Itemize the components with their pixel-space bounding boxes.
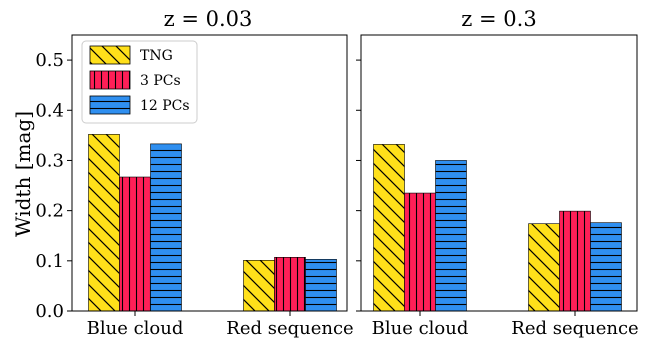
panel-left: z = 0.03 0.0 0.1 0.2 0.3 0.4 0.5 Blue cloud Re… xyxy=(35,7,353,338)
panel-right-title: z = 0.3 xyxy=(461,7,536,31)
y-tick-label: 0.3 xyxy=(35,150,64,171)
y-tick-label: 0.5 xyxy=(35,50,64,71)
bar-12pcs-blue-cloud xyxy=(150,143,182,312)
panel-right: z = 0.3 Blue cloud Red sequence xyxy=(356,7,639,338)
bar-tng-red-sequence xyxy=(528,223,560,312)
panel-left-title: z = 0.03 xyxy=(164,7,253,31)
bar-3pcs-blue-cloud xyxy=(119,176,151,312)
x-tick-label: Blue cloud xyxy=(372,318,469,338)
x-tick-label: Red sequence xyxy=(511,318,638,338)
legend-label-12pcs: 12 PCs xyxy=(140,98,190,114)
legend-swatch-tng xyxy=(89,45,131,65)
legend: TNG 3 PCs 12 PCs xyxy=(81,40,198,124)
bar-tng-blue-cloud xyxy=(373,144,405,312)
panel-right-yticks xyxy=(356,59,361,312)
legend-swatch-3pcs xyxy=(89,70,131,90)
legend-label-tng: TNG xyxy=(140,48,173,64)
y-tick-label: 0.0 xyxy=(35,301,64,322)
bar-tng-blue-cloud xyxy=(88,134,120,312)
y-tick-label: 0.2 xyxy=(35,201,64,222)
x-tick-label: Red sequence xyxy=(226,318,353,338)
panel-right-frame xyxy=(360,34,638,312)
bar-12pcs-red-sequence xyxy=(305,259,337,312)
y-tick-label: 0.4 xyxy=(35,100,64,121)
bar-12pcs-blue-cloud xyxy=(435,160,467,312)
y-axis-title: Width [mag] xyxy=(11,111,35,237)
panel-right-xticks: Blue cloud Red sequence xyxy=(372,311,639,338)
bar-12pcs-red-sequence xyxy=(590,222,622,312)
panel-right-bars xyxy=(373,144,622,312)
y-tick-label: 0.1 xyxy=(35,251,64,272)
panel-left-yticks: 0.0 0.1 0.2 0.3 0.4 0.5 xyxy=(35,50,72,322)
bar-tng-red-sequence xyxy=(243,260,275,312)
panel-left-frame xyxy=(71,34,348,312)
bar-3pcs-red-sequence xyxy=(274,257,306,312)
legend-label-3pcs: 3 PCs xyxy=(140,73,181,89)
panel-left-xticks: Blue cloud Red sequence xyxy=(87,311,354,338)
panel-left-bars xyxy=(88,134,337,312)
legend-swatch-12pcs xyxy=(89,95,131,115)
bar-3pcs-red-sequence xyxy=(559,210,591,312)
bar-3pcs-blue-cloud xyxy=(404,192,436,312)
x-tick-label: Blue cloud xyxy=(87,318,184,338)
